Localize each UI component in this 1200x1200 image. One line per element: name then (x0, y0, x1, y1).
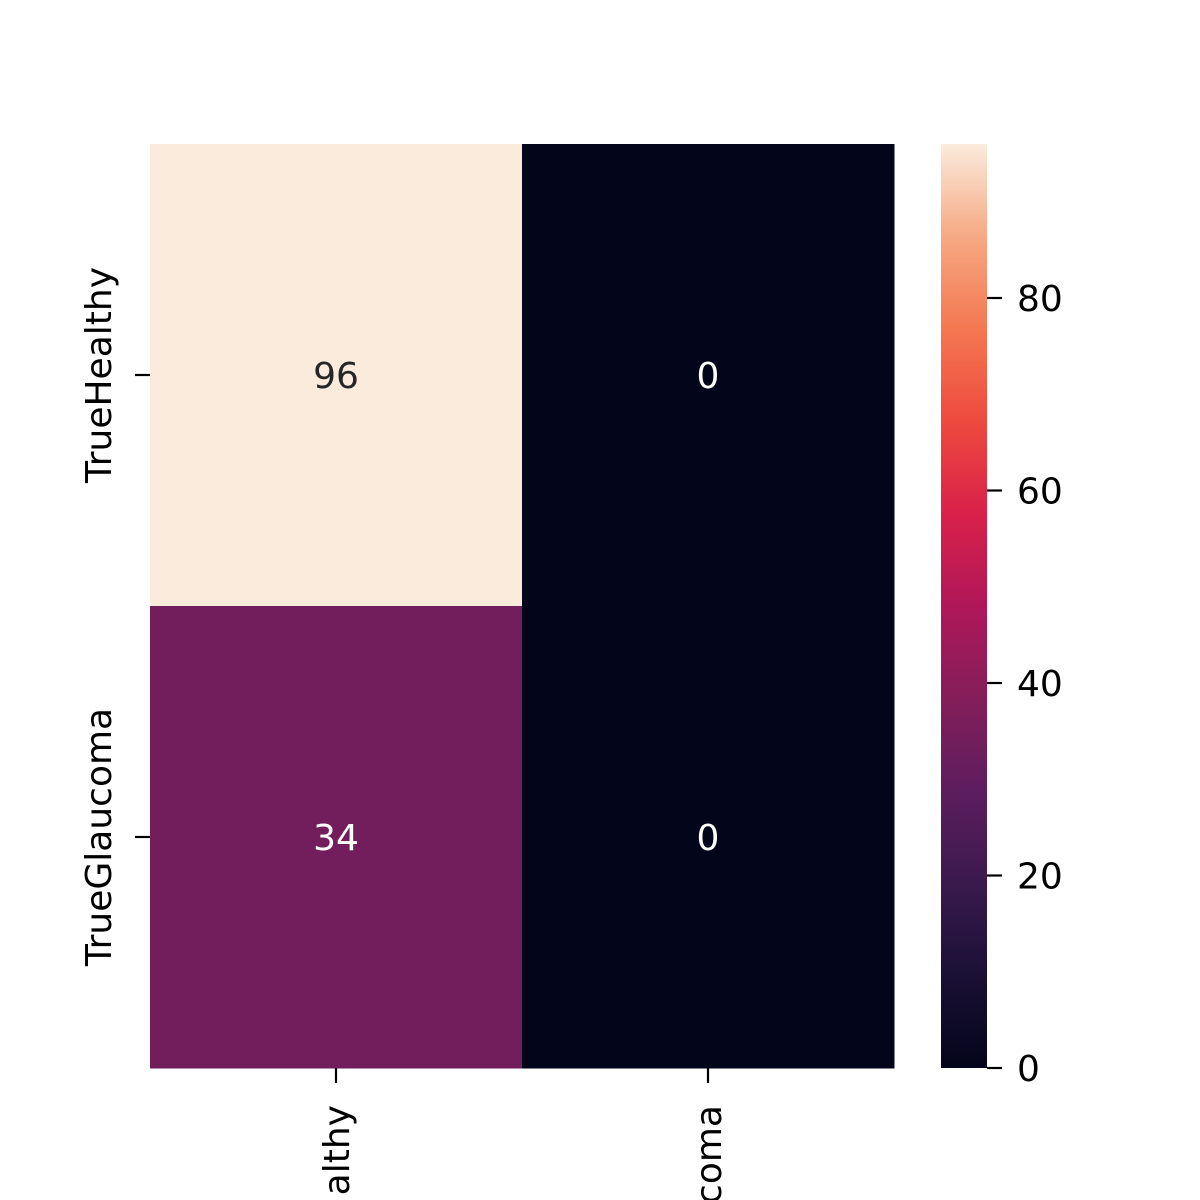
colorbar-tick-label-1: 20 (1017, 857, 1063, 898)
colorbar: 0 20 40 60 80 (941, 144, 1063, 1090)
y-axis: TrueHealthy TrueGlaucoma (79, 267, 150, 967)
heatmap-cell-r0-c1 (522, 144, 895, 607)
heatmap-cell-r0-c0 (150, 144, 523, 607)
heatmap-cell-r1-c1 (522, 606, 895, 1069)
cell-label-r0-c1: 0 (697, 356, 720, 397)
colorbar-tick-label-2: 40 (1017, 664, 1063, 705)
y-tick-label-1: TrueGlaucoma (79, 708, 120, 967)
colorbar-tick-label-0: 0 (1017, 1049, 1040, 1090)
cell-annotations: 96 0 34 0 (313, 356, 719, 859)
colorbar-tick-label-3: 60 (1017, 472, 1063, 513)
y-tick-label-0: TrueHealthy (79, 267, 120, 484)
cell-label-r1-c1: 0 (697, 818, 720, 859)
heatmap-cell-r1-c0 (150, 606, 523, 1069)
cell-label-r0-c0: 96 (313, 356, 359, 397)
heatmap-cells (150, 144, 895, 1069)
cell-label-r1-c0: 34 (313, 818, 359, 859)
x-tick-label-1: coma (689, 1105, 730, 1200)
colorbar-gradient (941, 144, 987, 1068)
x-tick-label-0: althy (317, 1105, 358, 1195)
colorbar-tick-label-4: 80 (1017, 279, 1063, 320)
x-axis: althy coma (317, 1068, 730, 1200)
